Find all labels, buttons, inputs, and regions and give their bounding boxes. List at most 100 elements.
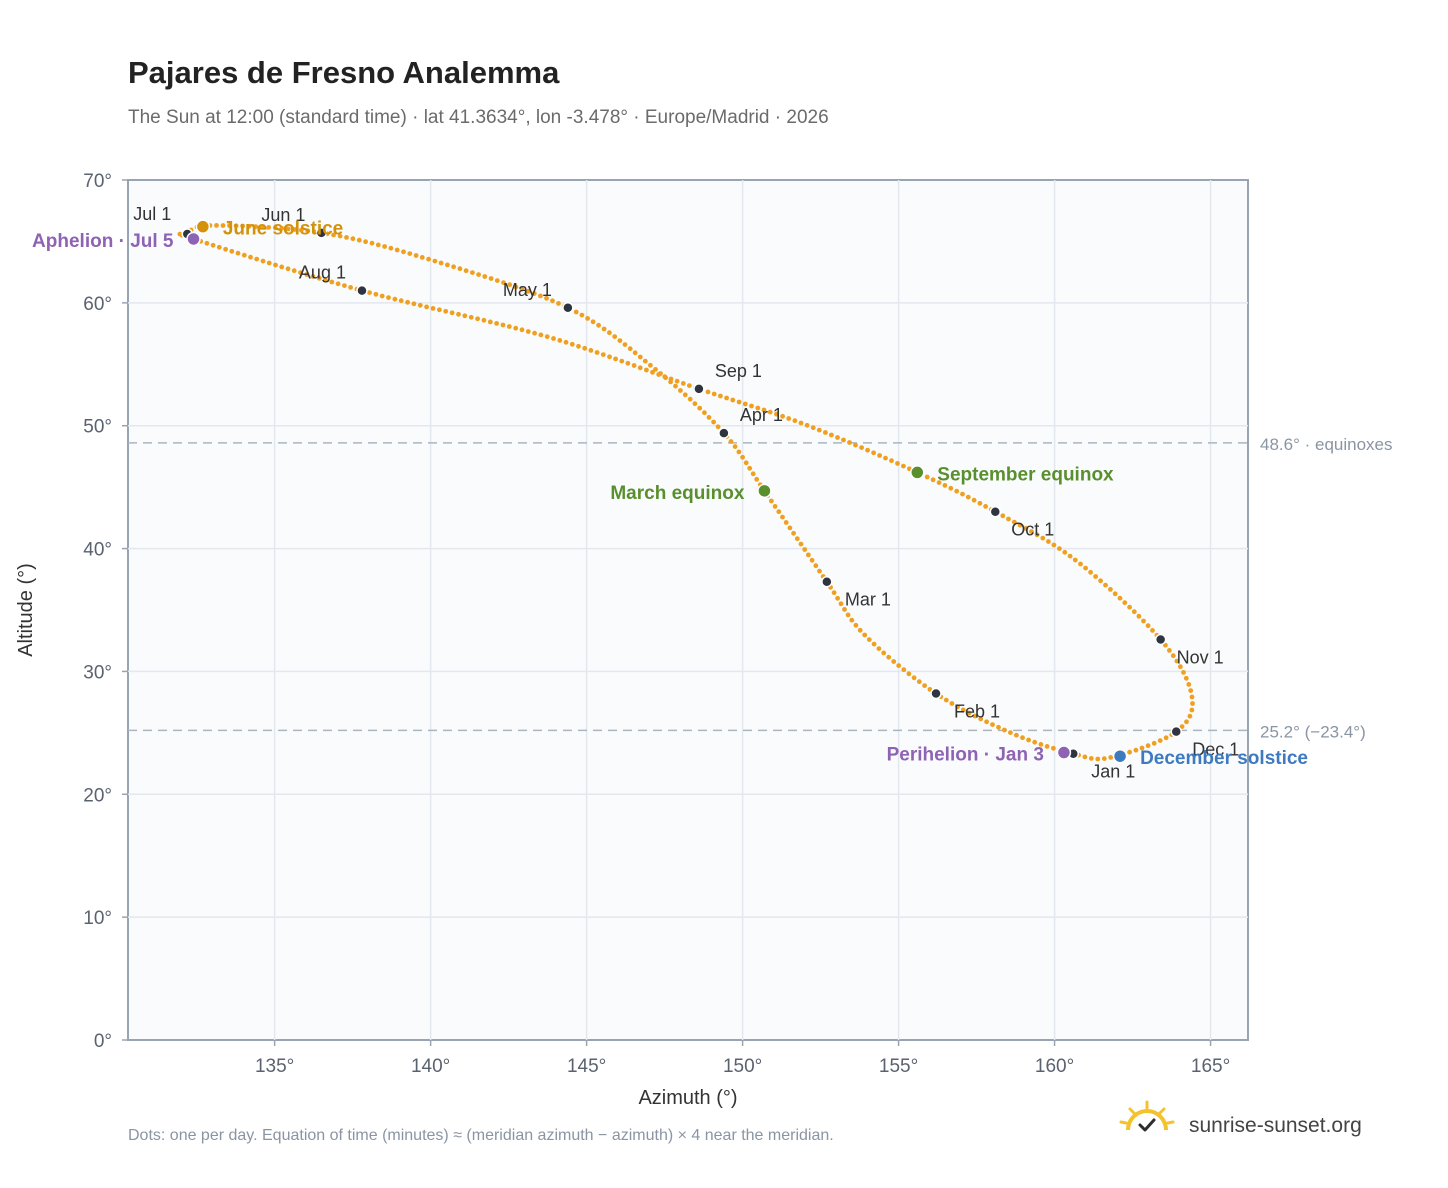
daily-sun-dot [233,223,239,229]
daily-sun-dot [1006,516,1011,522]
daily-sun-dot [1072,557,1078,563]
daily-sun-dot [417,302,423,308]
daily-sun-dot [948,485,954,491]
daily-sun-dot [1178,664,1183,670]
daily-sun-dot [369,240,375,246]
daily-sun-dot [889,458,894,464]
daily-sun-dot [216,244,222,250]
daily-sun-dot [1088,756,1094,761]
y-tick-label: 30° [83,662,112,683]
daily-sun-dot [631,363,637,368]
daily-sun-dot [544,334,550,340]
month-marker-dot [693,383,705,395]
daily-sun-dot [323,277,328,283]
daily-sun-dot [747,465,753,471]
daily-sun-dot [613,356,618,362]
daily-sun-dot [382,244,387,249]
daily-sun-dot [895,461,900,466]
y-tick-label: 0° [94,1031,112,1052]
daily-sun-dot [350,236,356,242]
daily-sun-dot [823,430,828,435]
daily-sun-dot [916,679,922,685]
daily-sun-dot [1011,519,1017,525]
daily-sun-dot [266,225,272,230]
daily-sun-dot [272,225,278,231]
daily-sun-dot [901,667,907,673]
daily-sun-dot [513,325,519,331]
daily-sun-dot [443,308,449,314]
daily-sun-dot [783,520,789,525]
daily-sun-dot [883,455,888,461]
daily-sun-dot [525,329,531,334]
month-marker-label: Apr 1 [740,405,783,425]
daily-sun-dot [507,282,513,288]
x-tick-label: 145° [567,1056,606,1077]
daily-sun-dot [1093,574,1098,579]
daily-sun-dot [965,494,971,500]
daily-sun-dot [1034,532,1040,538]
x-axis-label: Azimuth (°) [638,1087,737,1109]
daily-sun-dot [813,563,819,569]
daily-sun-dot [337,233,343,239]
daily-sun-dot [248,254,253,260]
daily-sun-dot [468,314,474,320]
daily-sun-dot [687,383,692,388]
daily-sun-dot [392,296,398,302]
event-marker-dot [757,483,772,499]
daily-sun-dot [494,321,499,326]
month-marker-label: Sep 1 [715,361,762,381]
daily-sun-dot [373,291,379,297]
daily-sun-dot [500,322,506,328]
daily-sun-dot [1133,747,1139,753]
daily-sun-dot [706,415,712,420]
daily-sun-dot [653,367,658,372]
event-marker-dot [186,231,201,247]
daily-sun-dot [386,295,391,300]
daily-sun-dot [776,509,782,515]
event-marker-label: December solstice [1140,748,1308,769]
daily-sun-dot [253,224,259,230]
daily-sun-dot [736,399,742,405]
daily-sun-dot [432,258,438,264]
daily-sun-dot [470,270,475,275]
daily-sun-dot [475,316,480,322]
daily-sun-dot [356,237,362,243]
daily-sun-dot [487,319,493,325]
daily-sun-dot [1062,549,1068,555]
month-marker-dot [718,427,730,439]
daily-sun-dot [590,319,596,325]
daily-sun-dot [1051,745,1056,751]
daily-sun-dot [291,268,297,274]
daily-sun-dot [922,683,927,688]
daily-sun-dot [220,223,226,228]
daily-sun-dot [1189,694,1195,700]
daily-sun-dot [310,274,316,279]
event-marker-label: Perihelion · Jan 3 [887,745,1044,766]
daily-sun-dot [906,671,912,677]
daily-sun-dot [1184,719,1189,725]
daily-sun-dot [866,637,872,642]
daily-sun-dot [891,659,897,664]
daily-sun-dot [419,255,425,260]
daily-sun-dot [791,530,796,536]
daily-sun-dot [449,310,455,316]
daily-sun-dot [1008,730,1013,735]
daily-sun-dot [538,293,543,299]
daily-sun-dot [835,595,840,601]
daily-sun-dot [1188,688,1194,693]
month-marker-dot [356,284,368,297]
daily-sun-dot [1112,591,1118,597]
daily-sun-dot [668,376,674,382]
daily-sun-dot [1131,609,1137,615]
daily-sun-dot [619,358,625,364]
daily-sun-dot [730,397,736,403]
daily-sun-dot [960,491,965,497]
daily-sun-dot [767,409,773,415]
daily-sun-dot [525,288,531,294]
daily-sun-dot [445,262,450,268]
x-tick-label: 140° [411,1056,450,1077]
month-marker-dot [930,687,942,700]
daily-sun-dot [582,345,588,351]
daily-sun-dot [430,306,436,311]
daily-sun-dot [285,226,291,232]
